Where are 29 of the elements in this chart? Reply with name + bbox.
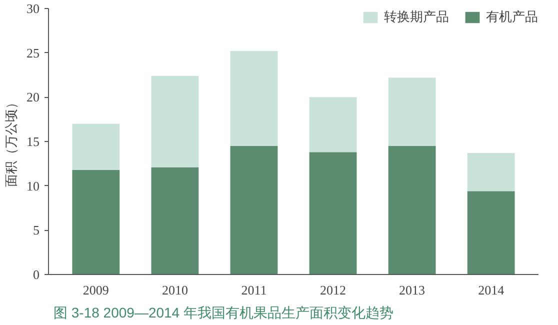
bar xyxy=(388,78,436,146)
x-tick-label: 2010 xyxy=(162,282,188,298)
bar xyxy=(309,152,357,274)
x-tick-label: 2014 xyxy=(478,282,505,298)
bar xyxy=(467,153,515,192)
y-tick-label: 15 xyxy=(26,134,40,149)
x-tick-label: 2012 xyxy=(320,282,346,298)
bar xyxy=(72,124,120,170)
bar xyxy=(230,146,278,274)
bar xyxy=(388,146,436,274)
y-tick-label: 25 xyxy=(26,45,40,60)
y-tick-label: 10 xyxy=(26,178,40,194)
x-tick-label: 2009 xyxy=(82,282,109,298)
bar xyxy=(72,170,120,274)
y-tick-label: 20 xyxy=(26,90,40,105)
y-tick-label: 0 xyxy=(33,267,40,282)
bar xyxy=(467,191,515,274)
y-tick-label: 5 xyxy=(33,222,40,238)
bar xyxy=(309,97,357,152)
y-tick-label: 30 xyxy=(26,1,40,16)
bar xyxy=(151,76,199,168)
bar xyxy=(151,167,199,274)
bar xyxy=(230,51,278,146)
legend-label: 转换期产品 xyxy=(384,8,449,26)
y-axis-title: 面积（万公顷） xyxy=(4,96,18,187)
x-tick-label: 2013 xyxy=(399,282,426,298)
caption: 图 3-18 2009—2014 年我国有机果品生产面积变化趋势 xyxy=(54,304,394,320)
x-tick-label: 2011 xyxy=(241,282,267,298)
legend-label: 有机产品 xyxy=(486,8,538,26)
